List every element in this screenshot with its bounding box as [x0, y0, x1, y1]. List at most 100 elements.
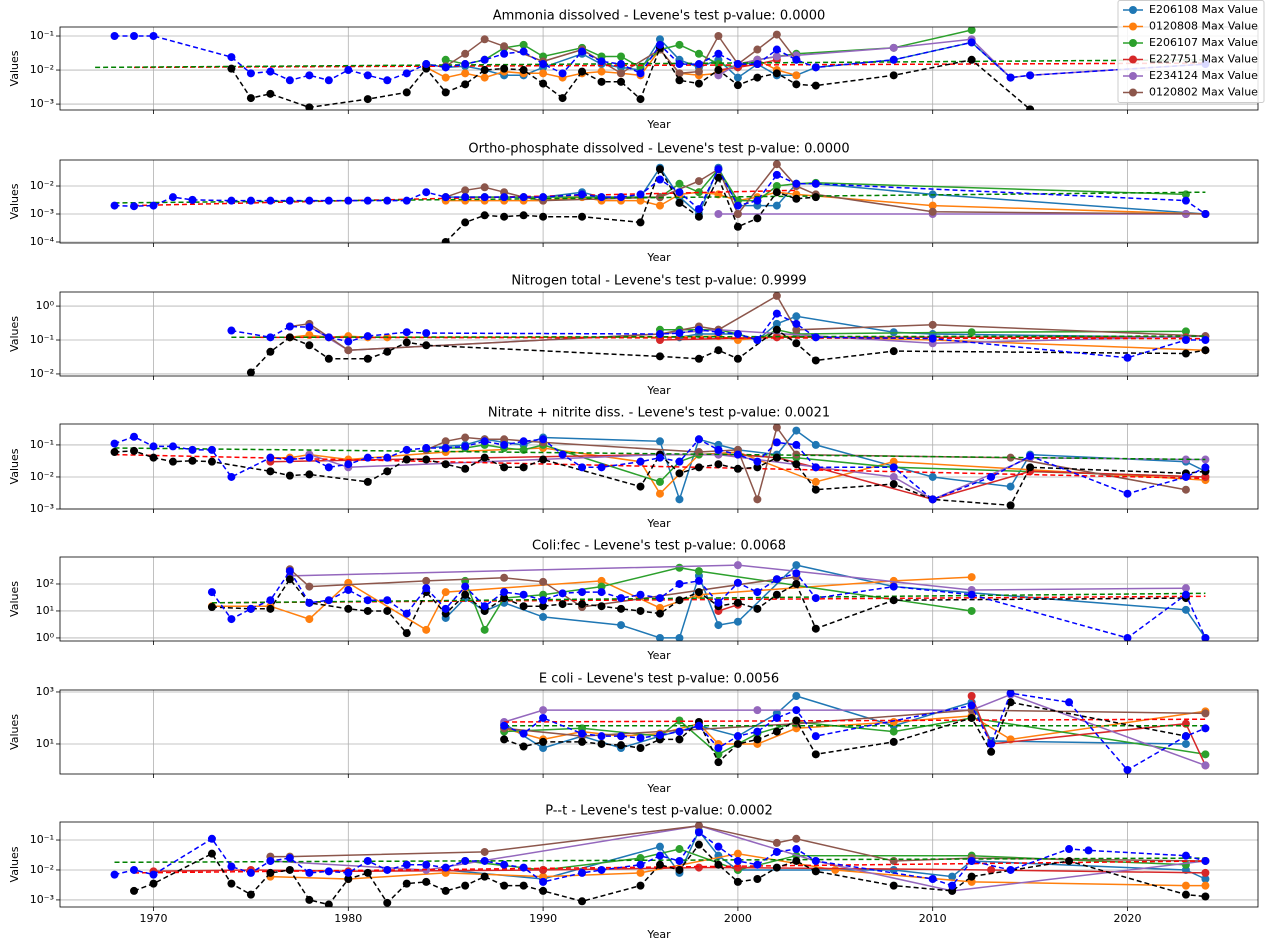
data-point	[617, 604, 626, 613]
data-point	[792, 569, 801, 578]
data-point	[753, 457, 762, 466]
data-point	[792, 845, 801, 854]
data-point	[889, 480, 898, 489]
data-point	[694, 588, 703, 597]
data-point	[1006, 865, 1015, 874]
data-point	[422, 341, 431, 350]
data-point	[130, 432, 139, 441]
plot-area	[227, 292, 1210, 376]
data-point	[305, 868, 314, 877]
data-point	[792, 834, 801, 843]
subplot-title: Ortho-phosphate dissolved - Levene's tes…	[468, 142, 849, 157]
data-point	[617, 594, 626, 603]
data-point	[519, 437, 528, 446]
data-point	[753, 60, 762, 69]
data-point	[889, 737, 898, 746]
data-point	[519, 211, 528, 220]
data-point	[811, 732, 820, 741]
data-point	[110, 870, 119, 879]
data-point	[461, 881, 470, 890]
data-point	[597, 57, 606, 66]
subplot: 10⁻³ 10⁻² 10⁻¹ Ammonia dissolved - Levene's…	[8, 9, 1259, 131]
data-point	[324, 463, 333, 472]
subplot: 1970 1980 1990 2000 2010 2020 10⁻³ 10⁻² 10⁻¹ P--t…	[8, 804, 1259, 941]
series-line	[114, 35, 1206, 82]
data-point	[694, 67, 703, 76]
data-point	[324, 900, 333, 907]
data-point	[149, 201, 158, 210]
data-point	[363, 196, 372, 205]
data-point	[227, 326, 236, 335]
data-point	[110, 448, 119, 457]
data-point	[772, 590, 781, 599]
data-point	[266, 604, 275, 613]
data-point	[266, 467, 275, 476]
data-point	[655, 594, 664, 603]
data-point	[792, 80, 801, 89]
data-point	[441, 588, 450, 597]
data-point	[441, 88, 450, 97]
data-point	[1201, 346, 1210, 355]
data-point	[811, 81, 820, 90]
series-line	[230, 46, 1031, 110]
data-point	[402, 629, 411, 638]
data-point	[149, 879, 158, 888]
data-point	[597, 602, 606, 611]
data-point	[324, 596, 333, 605]
data-point	[675, 633, 684, 641]
data-point	[1181, 890, 1190, 899]
data-point	[539, 69, 548, 78]
data-point	[1181, 739, 1190, 748]
data-point	[694, 435, 703, 444]
data-point	[402, 445, 411, 454]
data-point	[246, 196, 255, 205]
data-point	[655, 330, 664, 339]
data-point	[811, 477, 820, 486]
y-tick-label: 10⁻³	[30, 207, 54, 220]
data-point	[792, 55, 801, 64]
data-point	[1201, 750, 1210, 759]
data-point	[753, 735, 762, 744]
data-point	[694, 840, 703, 849]
data-point	[811, 867, 820, 876]
data-point	[811, 624, 820, 633]
series-line	[503, 693, 1206, 767]
data-point	[753, 588, 762, 597]
y-tick-label: 10²	[36, 577, 54, 590]
series-line	[504, 718, 1206, 723]
data-point	[714, 860, 723, 869]
data-point	[441, 237, 450, 243]
data-point	[675, 495, 684, 504]
y-axis-label: Values	[8, 714, 21, 750]
data-point	[441, 193, 450, 202]
data-point	[792, 561, 801, 570]
data-point	[519, 47, 528, 56]
data-point	[519, 40, 528, 49]
data-point	[597, 865, 606, 874]
data-point	[1201, 633, 1210, 641]
data-point	[266, 196, 275, 205]
data-point	[792, 325, 801, 334]
data-point	[402, 455, 411, 464]
data-point	[889, 463, 898, 472]
data-point	[578, 737, 587, 746]
data-point	[792, 706, 801, 715]
data-point	[461, 582, 470, 591]
data-point	[305, 71, 314, 80]
data-point	[305, 598, 314, 607]
data-point	[675, 865, 684, 874]
data-point	[733, 201, 742, 210]
data-point	[305, 615, 314, 624]
y-tick-label: 10⁻²	[30, 367, 54, 380]
data-point	[500, 42, 509, 51]
data-point	[461, 433, 470, 442]
subplot: 10⁻³ 10⁻² 10⁻¹ Nitrate + nitrite diss. - Le…	[8, 406, 1259, 530]
data-point	[519, 729, 528, 738]
y-tick-label: 10³	[36, 685, 54, 698]
data-point	[422, 860, 431, 869]
data-point	[168, 442, 177, 451]
data-point	[928, 472, 937, 481]
y-tick-label: 10⁻²	[30, 179, 54, 192]
data-point	[461, 590, 470, 599]
